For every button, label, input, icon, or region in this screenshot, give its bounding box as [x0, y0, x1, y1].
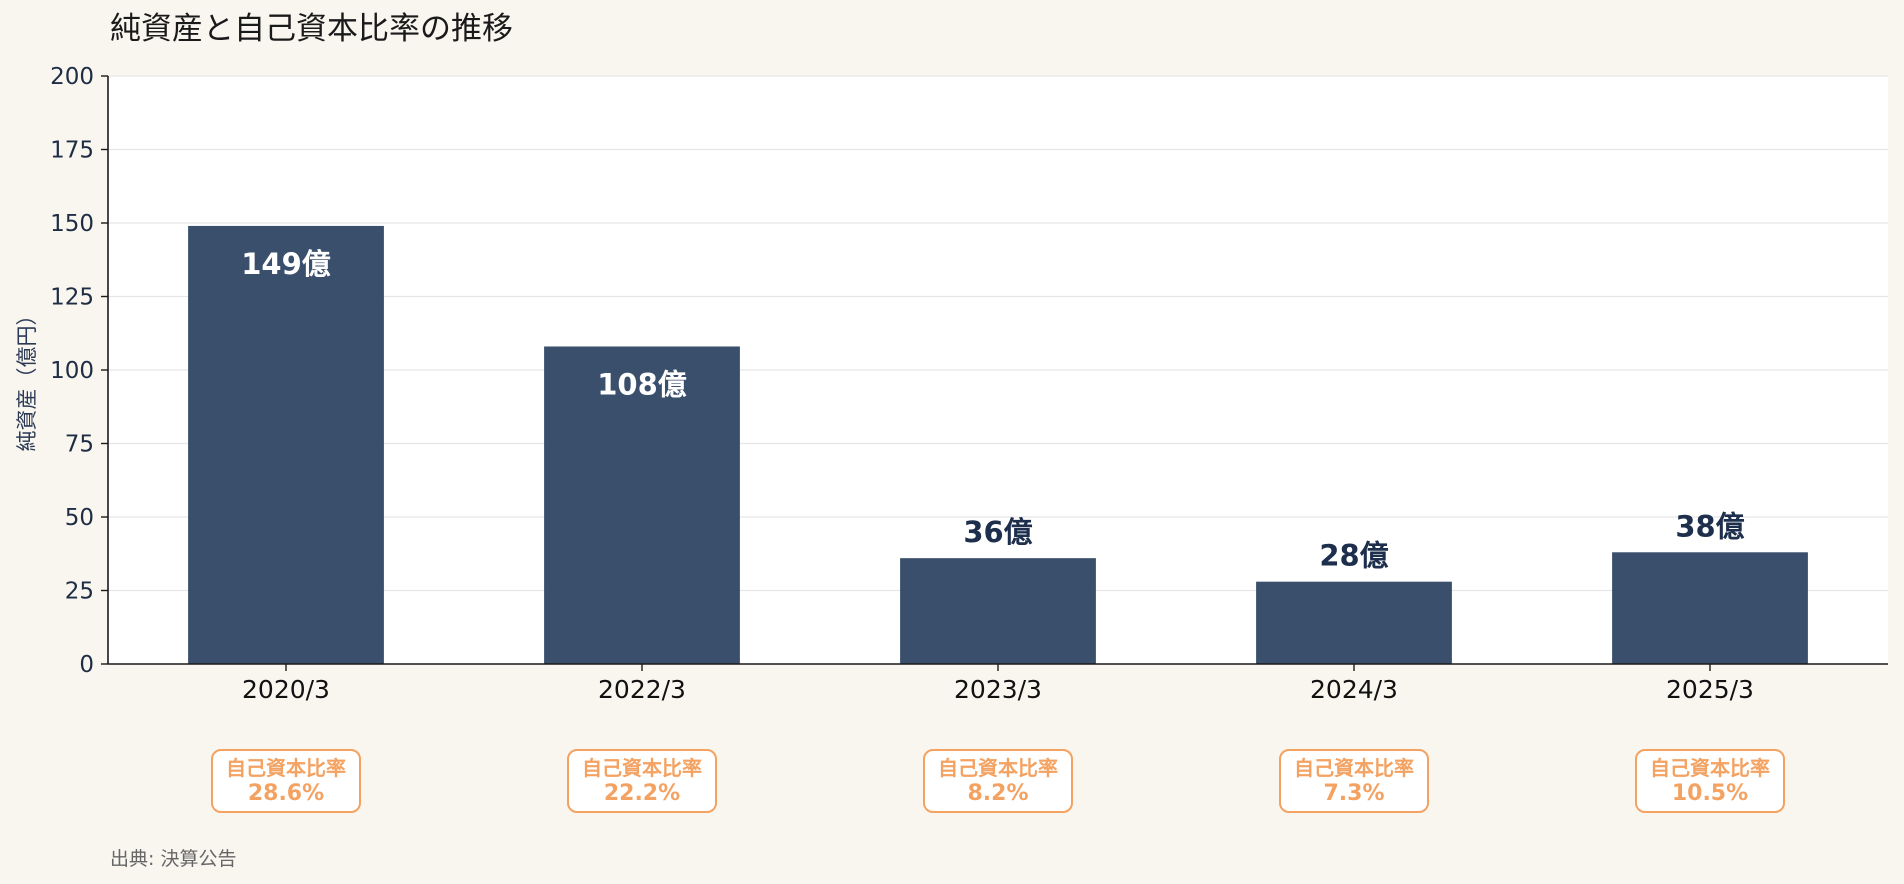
y-tick-label: 150 — [50, 211, 94, 237]
x-tick-label: 2023/3 — [954, 675, 1042, 704]
bar-value-labels: 149億 108億 36億 28億 38億 — [241, 247, 1744, 573]
equity-ratio-value: 10.5% — [1672, 781, 1748, 806]
bar — [188, 225, 384, 664]
y-tick-label: 50 — [65, 505, 94, 531]
bar — [1256, 581, 1452, 664]
bar-value-label: 38億 — [1675, 509, 1744, 543]
equity-ratio-badges: 自己資本比率28.6%自己資本比率22.2%自己資本比率8.2%自己資本比率7.… — [211, 749, 1785, 813]
equity-ratio-title: 自己資本比率 — [226, 756, 346, 780]
y-ticks: 0 25 50 75 100 125 150 175 200 — [50, 64, 108, 678]
bar-value-label: 108億 — [597, 367, 687, 401]
chart-title: 純資産と自己資本比率の推移 — [110, 11, 513, 47]
equity-ratio-title: 自己資本比率 — [582, 756, 702, 780]
equity-ratio-value: 8.2% — [967, 781, 1028, 806]
equity-ratio-title: 自己資本比率 — [1294, 756, 1414, 780]
equity-ratio-box — [923, 749, 1073, 813]
bar — [544, 346, 740, 664]
equity-ratio-box — [1635, 749, 1785, 813]
equity-ratio-value: 28.6% — [248, 781, 324, 806]
y-tick-label: 100 — [50, 358, 94, 384]
equity-ratio-value: 22.2% — [604, 781, 680, 806]
x-tick-label: 2022/3 — [598, 675, 686, 704]
equity-ratio-box — [567, 749, 717, 813]
equity-ratio-value: 7.3% — [1323, 781, 1384, 806]
y-tick-label: 175 — [50, 138, 94, 164]
equity-ratio-box — [1279, 749, 1429, 813]
bar-value-label: 149億 — [241, 247, 331, 281]
source-note: 出典: 決算公告 — [110, 848, 236, 870]
x-tick-label: 2020/3 — [242, 675, 330, 704]
y-tick-label: 25 — [65, 579, 94, 605]
bar — [1612, 552, 1808, 664]
y-tick-label: 125 — [50, 285, 94, 311]
y-axis-label: 純資産（億円） — [15, 305, 39, 452]
bars — [188, 225, 1808, 664]
equity-ratio-title: 自己資本比率 — [938, 756, 1058, 780]
x-ticks: 2020/3 2022/3 2023/3 2024/3 2025/3 — [242, 664, 1754, 704]
x-tick-label: 2025/3 — [1666, 675, 1754, 704]
bar-value-label: 36億 — [963, 515, 1032, 549]
equity-ratio-box — [211, 749, 361, 813]
bar — [900, 558, 1096, 664]
y-tick-label: 0 — [79, 652, 94, 678]
bar-value-label: 28億 — [1319, 539, 1388, 573]
y-tick-label: 75 — [65, 432, 94, 458]
equity-ratio-title: 自己資本比率 — [1650, 756, 1770, 780]
y-tick-label: 200 — [50, 64, 94, 90]
x-tick-label: 2024/3 — [1310, 675, 1398, 704]
